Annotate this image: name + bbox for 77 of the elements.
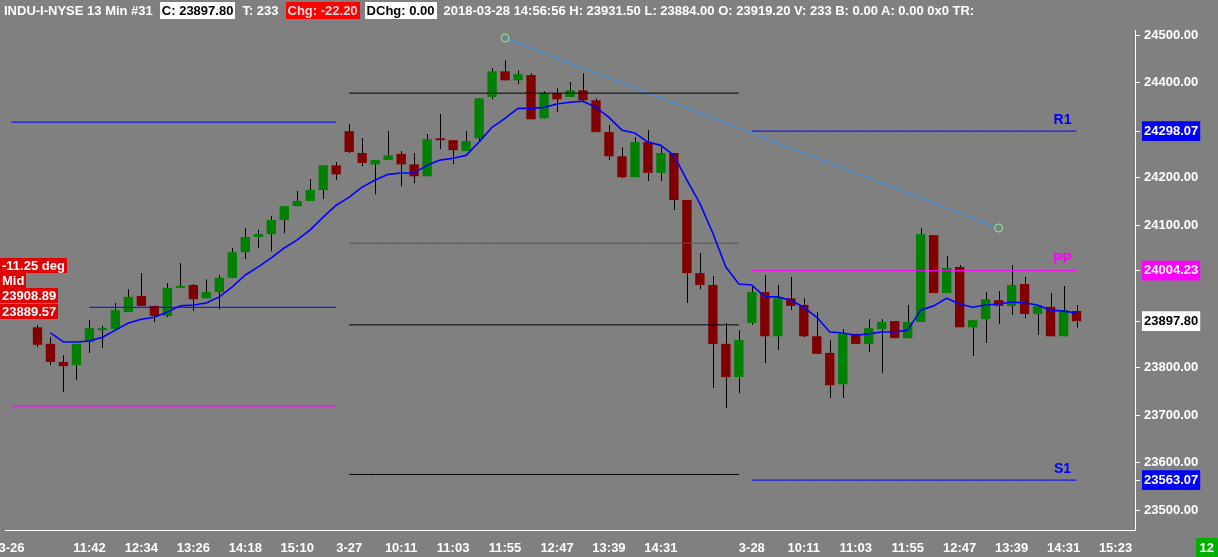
candlestick [110,302,121,330]
y-tick-label: 23600.00 [1144,454,1199,470]
candlestick [214,274,224,310]
annotation: -11.25 deg [0,258,67,273]
candlestick [370,159,380,195]
y-tick-label: 23897.80 [1144,312,1199,328]
text: 2018-03-28 14:56:56 H: 23931.50 L: 23884.00 O: 23919.20 V: 233 B: 0.00 A: 0.00 0x0 TR: [442,2,976,19]
candlestick [1032,305,1043,336]
x-tick-label: 14:18 [228,540,262,556]
text: T: 233 [241,2,280,19]
candlestick [967,319,978,357]
candlestick [448,139,458,165]
x-tick-label: 10:11 [384,540,418,556]
x-tick-label: 13:39 [592,540,626,556]
x-tick-label: 10:11 [787,540,821,556]
y-tick-label: 24500.00 [1144,26,1199,42]
text: DChg: 0.00 [364,2,437,19]
y-tick-label: 24298.07 [1144,122,1199,138]
x-tick-label: 11:55 [891,540,924,556]
x-tick-label: 12:47 [943,540,977,556]
y-tick-label: 24200.00 [1144,169,1199,185]
x-tick-label: 3-27 [336,540,363,556]
annotation: 23908.89 [0,288,59,303]
candlestick [279,205,289,234]
candlestick [45,336,56,366]
x-tick-label: 12:47 [540,540,574,556]
candlestick [58,354,69,393]
candlestick [617,146,627,179]
x-tick-label: 13:39 [994,540,1029,556]
candlestick [812,311,822,355]
y-tick-label: 23800.00 [1144,359,1199,375]
series-label: S1 [1053,459,1072,476]
y-tick-label: 23700.00 [1144,406,1199,422]
candlestick [253,229,263,249]
text: C: 23897.80 [159,2,236,19]
text: 12 [1195,538,1218,557]
x-tick-label: 14:31 [644,540,678,556]
candlestick [266,215,276,252]
y-tick-label: 23563.07 [1144,471,1199,487]
annotation: 23889.57 [0,304,59,319]
x-tick-label: 11:03 [839,540,873,556]
x-tick-label: 12:34 [124,540,159,556]
chart-title: INDU-I-NYSE 13 Min #31 [3,2,154,19]
x-tick-label: 15:10 [280,540,314,556]
series-label: PP [1053,250,1072,267]
candlestick [97,325,108,349]
candlestick [656,146,666,182]
x-tick-label: 3-28 [738,540,765,556]
x-tick-label: 13:26 [176,540,210,556]
x-tick-label: 15:23 [1098,540,1133,556]
y-tick-label: 23500.00 [1144,501,1199,517]
candlestick [383,130,393,161]
candlestick [32,324,43,348]
y-tick-label: 24100.00 [1144,216,1199,232]
candlestick [344,123,354,154]
candlestick [136,272,147,307]
x-tick-label: 11:42 [73,540,106,556]
candlestick [240,227,250,260]
candlestick [188,283,199,312]
candlestick [695,252,705,290]
x-tick-label: 11:03 [436,540,470,556]
text: Chg: -22.20 [285,2,360,19]
candlestick [1006,264,1017,316]
annotation: Mid [0,273,27,288]
candlestick [175,262,186,289]
candlestick [877,318,887,374]
candlestick [357,137,367,167]
y-tick-label: 24400.00 [1144,74,1199,90]
candlestick [305,178,315,202]
candlestick [435,113,445,150]
x-tick-label: 11:55 [488,540,522,556]
x-tick-label: 14:31 [1046,540,1081,556]
candlestick [71,343,82,381]
candlestick [331,161,341,181]
candlestick [396,150,406,187]
series-label: R1 [1053,110,1072,127]
y-tick-label: 24004.23 [1144,262,1199,278]
